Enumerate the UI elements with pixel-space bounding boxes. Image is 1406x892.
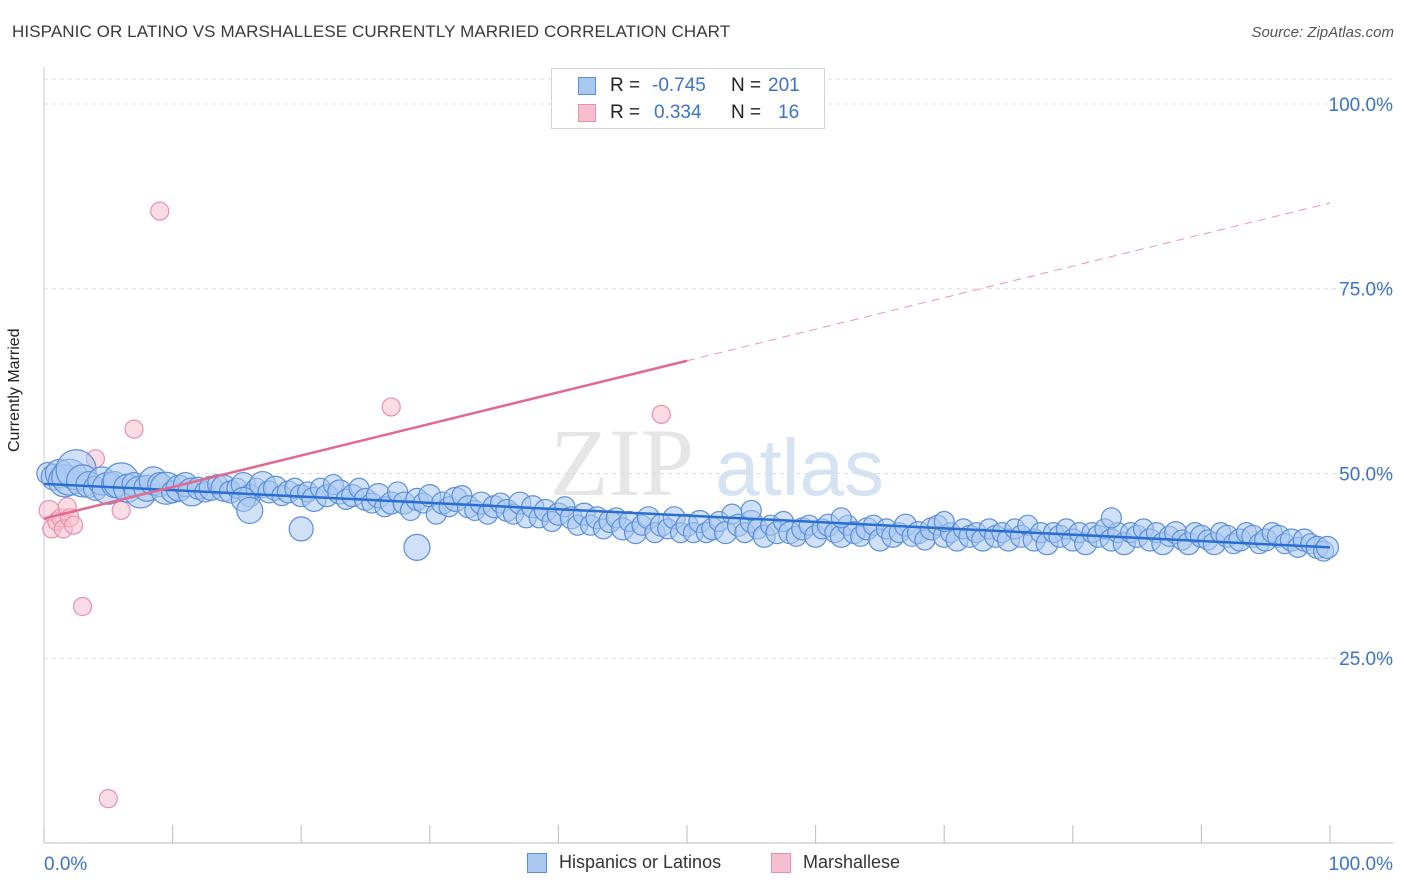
hispanic-point — [236, 496, 264, 525]
marshallese-point — [111, 500, 131, 521]
watermark-zip: ZIP — [550, 409, 694, 516]
y-tick-label: 75.0% — [1339, 280, 1393, 301]
marshallese-point — [98, 789, 118, 809]
marshallese-trend-extension — [686, 202, 1331, 362]
hispanic-point — [933, 510, 955, 533]
y-tick-label: 50.0% — [1339, 464, 1393, 485]
marshallese-point — [651, 404, 671, 424]
legend-n-value: 201 — [768, 75, 800, 96]
marshallese-points — [38, 201, 671, 809]
y-tick-label: 100.0% — [1329, 95, 1394, 116]
legend-r-value: -0.745 — [652, 75, 706, 96]
watermark-atlas: atlas — [715, 423, 884, 512]
grid — [44, 78, 1393, 659]
legend-bottom-swatch-marshallese — [771, 853, 791, 873]
hispanic-trend-line — [43, 482, 1331, 549]
chart-title: HISPANIC OR LATINO VS MARSHALLESE CURREN… — [12, 22, 731, 41]
trend-lines — [43, 202, 1331, 549]
marshallese-trend-line — [43, 359, 688, 520]
legend-swatch-hispanic — [578, 77, 596, 95]
legend-swatch-marshallese — [578, 104, 596, 122]
marshallese-point — [381, 397, 401, 417]
hispanic-point — [403, 533, 431, 561]
marshallese-point — [72, 596, 93, 617]
watermark: ZIP atlas — [550, 409, 884, 516]
y-tick-labels: 25.0% 50.0% 75.0% 100.0% — [1329, 95, 1394, 670]
legend-bottom-label-marshallese: Marshallese — [803, 852, 901, 872]
legend-n-label: N = — [731, 75, 762, 96]
marshallese-point — [150, 201, 170, 221]
legend-n-value: 16 — [778, 102, 800, 123]
hispanic-point — [1100, 507, 1122, 529]
x-tick-label-min: 0.0% — [44, 854, 87, 875]
marshallese-point — [124, 419, 144, 439]
legend-r-value: 0.334 — [654, 102, 702, 123]
legend-r-label: R = — [610, 75, 641, 96]
x-tick-labels: 0.0% 100.0% — [44, 854, 1393, 875]
legend-bottom-swatch-hispanic — [527, 853, 547, 873]
marshallese-point — [63, 515, 84, 535]
source-label: Source: ZipAtlas.com — [1251, 24, 1394, 41]
legend-n-label: N = — [731, 102, 762, 123]
hispanic-point — [288, 516, 314, 542]
axes — [43, 67, 1393, 844]
legend-r-label: R = — [610, 102, 641, 123]
legend-bottom-label-hispanic: Hispanics or Latinos — [559, 852, 722, 872]
y-tick-label: 25.0% — [1339, 649, 1393, 670]
hispanic-point — [740, 499, 762, 522]
correlation-legend: R = -0.745 N = 201 R = 0.334 N = 16 — [551, 68, 825, 129]
x-tick-label-max: 100.0% — [1329, 854, 1394, 875]
